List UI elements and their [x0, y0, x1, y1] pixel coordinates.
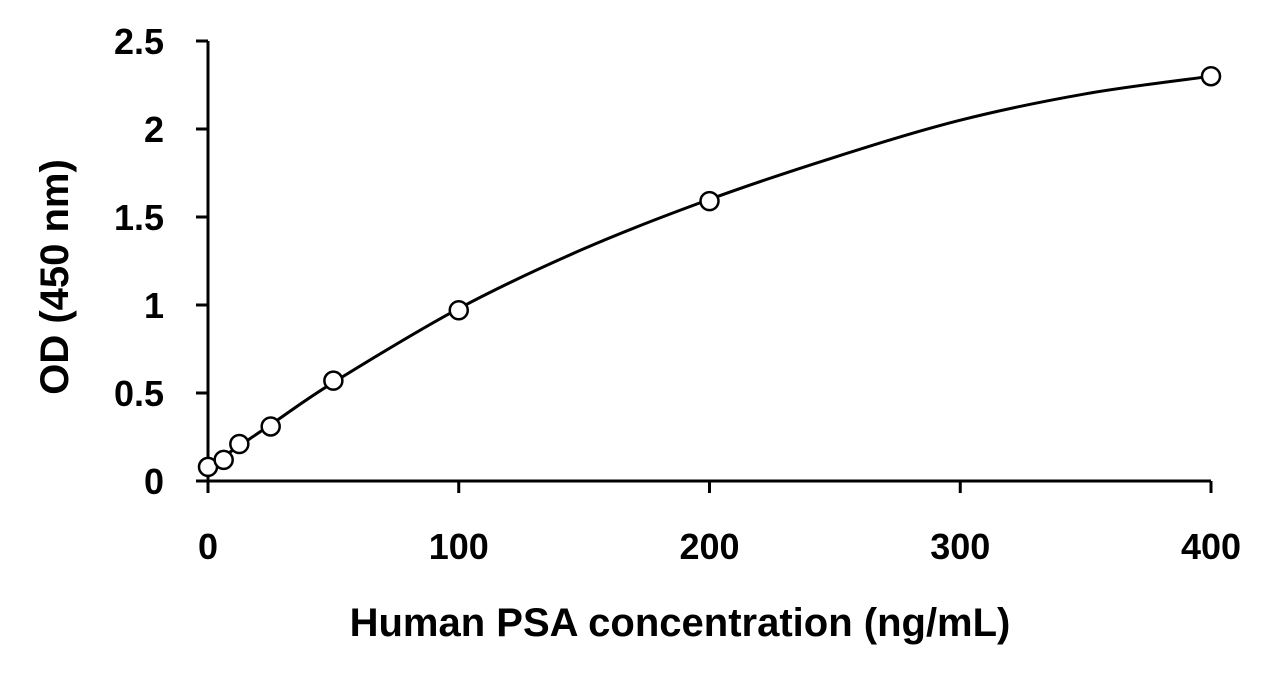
x-axis-title: Human PSA concentration (ng/mL) — [350, 601, 1011, 645]
x-tick-label: 400 — [1181, 526, 1241, 567]
fit-curve — [207, 74, 1212, 469]
data-point — [229, 433, 250, 455]
x-tick-label: 0 — [198, 526, 218, 567]
data-point — [1200, 65, 1222, 87]
data-point — [213, 449, 234, 471]
y-tick-label: 2.5 — [114, 21, 164, 62]
y-tick-label: 2 — [144, 109, 164, 150]
y-tick-label: 1.5 — [114, 197, 164, 238]
plot-area: 0 0.5 1 1.5 2 2.5 0 100 200 300 400 — [114, 21, 1241, 567]
y-tick-label: 0 — [144, 461, 164, 502]
x-tick-label: 100 — [429, 526, 489, 567]
x-tick-label: 200 — [679, 526, 739, 567]
data-point — [260, 416, 281, 437]
y-tick-label: 1 — [144, 285, 164, 326]
data-point — [699, 190, 720, 212]
y-axis-title: OD (450 nm) — [33, 159, 77, 395]
y-tick-label: 0.5 — [114, 373, 164, 414]
data-point — [323, 370, 344, 391]
x-tick-label: 300 — [930, 526, 990, 567]
data-point — [448, 300, 469, 321]
